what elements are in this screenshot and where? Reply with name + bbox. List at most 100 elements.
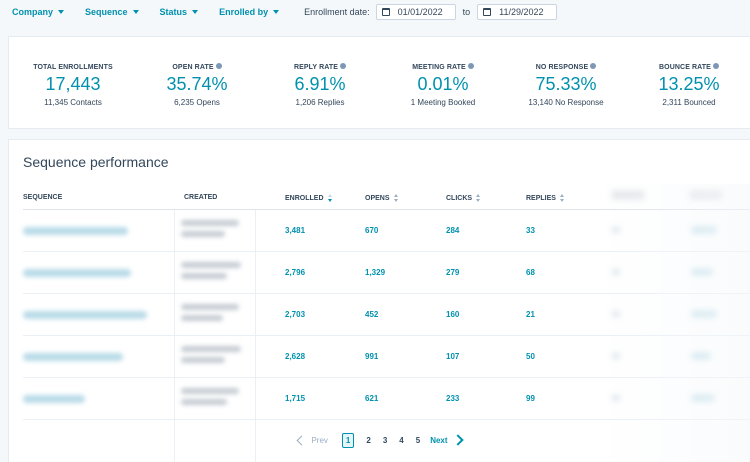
opens-cell[interactable]: 1,329 [365, 268, 386, 277]
stat-subtext: 13,140 No Response [528, 98, 604, 107]
column-header-label: OPENS [365, 194, 390, 202]
enrolled-cell[interactable]: 3,481 [285, 226, 306, 235]
stat-subtext: 2,311 Bounced [662, 98, 716, 107]
pagination: Prev 1 2 3 4 5 Next [9, 431, 750, 449]
start-date-input[interactable]: 01/01/2022 [375, 4, 456, 20]
column-divider [255, 210, 256, 462]
chevron-down-icon [58, 10, 65, 14]
column-header-label: CREATED [184, 194, 218, 201]
column-header-sequence[interactable]: SEQUENCE [23, 194, 62, 201]
sort-icon[interactable] [393, 194, 399, 202]
clicks-cell[interactable]: 279 [446, 268, 460, 277]
company-filter[interactable]: Company [12, 7, 65, 17]
column-header-replies[interactable]: REPLIES [526, 194, 565, 202]
clicks-cell[interactable]: 284 [446, 226, 460, 235]
replies-cell[interactable]: 33 [526, 226, 535, 235]
chevron-down-icon [273, 10, 280, 14]
created-info [181, 220, 243, 242]
sort-icon[interactable] [327, 194, 333, 202]
created-info [181, 388, 243, 410]
info-icon[interactable] [467, 63, 474, 70]
sequence-performance-card: Sequence performance SEQUENCE CREATED EN… [8, 139, 750, 462]
filter-bar: Company Sequence Status Enrolled by Enro… [0, 0, 750, 24]
chevron-right-icon[interactable] [451, 434, 464, 446]
calendar-icon [483, 8, 492, 16]
status-filter-label: Status [159, 7, 188, 17]
stat-value: 17,443 [45, 74, 101, 94]
clicks-cell[interactable]: 107 [446, 352, 460, 361]
header-divider [23, 209, 750, 210]
sequence-name-link[interactable] [23, 395, 85, 403]
enrolled-cell[interactable]: 2,628 [285, 352, 306, 361]
enrolled-cell[interactable]: 1,715 [285, 394, 306, 403]
sequence-name-link[interactable] [23, 269, 131, 277]
stat-bounce-rate: BOUNCE RATE 13.25% 2,311 Bounced [629, 63, 749, 107]
status-filter[interactable]: Status [160, 7, 199, 17]
stat-label: NO RESPONSE [506, 63, 626, 71]
column-divider [174, 210, 175, 462]
info-icon[interactable] [712, 63, 719, 70]
sort-icon[interactable] [476, 194, 481, 202]
enrolled-by-filter[interactable]: Enrolled by [219, 7, 280, 17]
stat-label-text: REPLY RATE [293, 64, 339, 71]
stat-label: REPLY RATE [260, 63, 380, 71]
end-date-value: 11/29/2022 [499, 7, 544, 17]
page-4-button[interactable]: 4 [399, 435, 404, 445]
clicks-cell[interactable]: 160 [446, 310, 460, 319]
stat-subtext: 6,235 Opens [174, 98, 220, 107]
stat-value: 35.74% [166, 74, 228, 94]
start-date-value: 01/01/2022 [397, 7, 443, 17]
created-info [181, 346, 243, 368]
created-info [181, 262, 243, 284]
info-icon[interactable] [340, 63, 347, 70]
page-5-button[interactable]: 5 [415, 435, 421, 445]
sequence-filter[interactable]: Sequence [85, 7, 139, 17]
column-header-opens[interactable]: OPENS [365, 194, 399, 202]
page-3-button[interactable]: 3 [382, 435, 388, 445]
column-header-clicks[interactable]: CLICKS [446, 194, 481, 202]
stat-no-response: NO RESPONSE 75.33% 13,140 No Response [506, 63, 626, 107]
sequence-name-link[interactable] [23, 353, 123, 361]
replies-cell[interactable]: 50 [526, 352, 535, 361]
replies-cell[interactable]: 68 [526, 268, 535, 277]
opens-cell[interactable]: 670 [365, 226, 379, 235]
column-header-label: REPLIES [526, 194, 556, 202]
sequence-filter-label: Sequence [85, 7, 128, 17]
stat-subtext: 1 Meeting Booked [410, 98, 476, 107]
stat-value: 0.01% [417, 74, 469, 94]
stat-label-text: BOUNCE RATE [659, 64, 711, 71]
blurred-columns-overlay [595, 184, 750, 462]
next-page-button[interactable]: Next [430, 435, 448, 445]
opens-cell[interactable]: 452 [365, 310, 379, 319]
info-icon[interactable] [590, 63, 597, 70]
opens-cell[interactable]: 991 [365, 352, 379, 361]
end-date-input[interactable]: 11/29/2022 [477, 4, 558, 20]
stat-label: MEETING RATE [383, 63, 503, 71]
opens-cell[interactable]: 621 [365, 394, 379, 403]
replies-cell[interactable]: 99 [526, 394, 535, 403]
column-header-enrolled[interactable]: ENROLLED [285, 194, 333, 202]
clicks-cell[interactable]: 233 [446, 394, 460, 403]
sequence-name-link[interactable] [23, 227, 128, 235]
page-1-button[interactable]: 1 [341, 432, 355, 448]
stat-label-text: OPEN RATE [172, 64, 214, 71]
prev-page-button[interactable]: Prev [311, 435, 328, 445]
stat-label: OPEN RATE [137, 63, 257, 71]
company-filter-label: Company [12, 7, 54, 17]
enrolled-cell[interactable]: 2,796 [285, 268, 306, 277]
column-header-label: SEQUENCE [23, 194, 63, 201]
sort-icon[interactable] [559, 194, 565, 202]
created-info [181, 304, 243, 326]
page-2-button[interactable]: 2 [366, 435, 371, 445]
sequence-name-link[interactable] [23, 311, 147, 319]
section-title: Sequence performance [23, 154, 169, 170]
chevron-left-icon[interactable] [297, 435, 307, 445]
chevron-down-icon [132, 10, 139, 14]
enrolled-cell[interactable]: 2,703 [285, 310, 306, 319]
replies-cell[interactable]: 21 [526, 310, 535, 319]
stat-label-text: MEETING RATE [412, 64, 466, 71]
stat-label: BOUNCE RATE [629, 63, 749, 71]
column-header-created[interactable]: CREATED [184, 194, 217, 201]
info-icon[interactable] [215, 63, 222, 70]
stat-total-enrollments: TOTAL ENROLLMENTS 17,443 11,345 Contacts [13, 64, 133, 107]
